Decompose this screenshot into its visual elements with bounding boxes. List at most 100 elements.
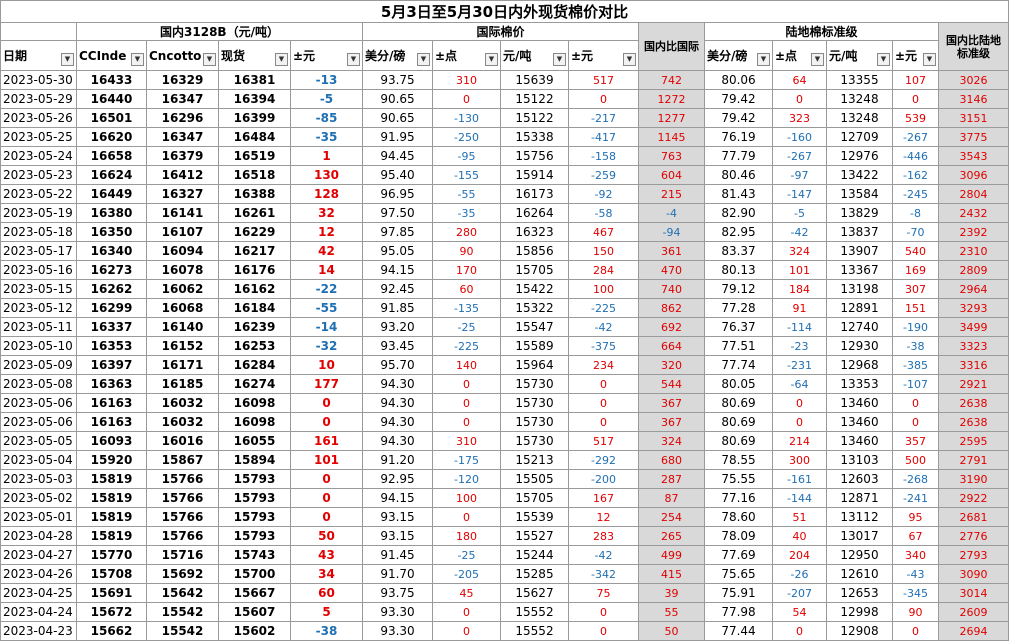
table-cell: 0	[432, 507, 501, 527]
table-cell: 13367	[826, 260, 893, 280]
table-cell: 16098	[218, 412, 291, 432]
table-cell: 2023-05-03	[0, 469, 77, 489]
table-cell: 13112	[826, 507, 893, 527]
table-cell: 15642	[146, 583, 219, 603]
table-cell: 13460	[826, 431, 893, 451]
table-cell: -64	[772, 374, 827, 394]
filter-button[interactable]: ▼	[553, 53, 566, 66]
group-header: 国内3128B（元/吨）	[76, 22, 363, 41]
table-row: 2023-05-04 15920 15867 15894 101 91.20 -175 152…	[0, 450, 1009, 470]
filter-button[interactable]: ▼	[61, 53, 74, 66]
table-cell: 0	[892, 621, 939, 641]
table-cell: 184	[772, 279, 827, 299]
table-cell: 77.79	[704, 146, 773, 166]
column-header: ±点 ▼	[772, 40, 827, 71]
table-cell: 161	[290, 431, 363, 451]
table-cell: 3543	[938, 146, 1009, 166]
column-header: 现货 ▼	[218, 40, 291, 71]
table-cell: -259	[568, 165, 639, 185]
table-cell: 2023-05-09	[0, 355, 77, 375]
column-label: 元/吨	[503, 49, 532, 63]
table-cell: 93.15	[362, 526, 433, 546]
filter-button[interactable]: ▼	[131, 53, 144, 66]
table-cell: -23	[772, 336, 827, 356]
table-cell: 2776	[938, 526, 1009, 546]
table-row: 2023-05-15 16262 16062 16162 -22 92.45 60 15422…	[0, 279, 1009, 299]
table-cell: 16340	[76, 241, 147, 261]
filter-button[interactable]: ▼	[757, 53, 770, 66]
table-cell: -250	[432, 127, 501, 147]
table-cell: 12998	[826, 602, 893, 622]
table-cell: 13017	[826, 526, 893, 546]
blank	[0, 22, 77, 41]
table-cell: 92.95	[362, 469, 433, 489]
table-cell: 470	[638, 260, 705, 280]
table-cell: 15705	[500, 260, 569, 280]
table-cell: -385	[892, 355, 939, 375]
table-cell: 77.98	[704, 602, 773, 622]
table-cell: 16484	[218, 127, 291, 147]
table-cell: -94	[638, 222, 705, 242]
filter-button[interactable]: ▼	[417, 53, 430, 66]
table-cell: 13422	[826, 165, 893, 185]
filter-button[interactable]: ▼	[877, 53, 890, 66]
table-cell: 34	[290, 564, 363, 584]
table-cell: 15793	[218, 488, 291, 508]
table-cell: 16337	[76, 317, 147, 337]
table-cell: 234	[568, 355, 639, 375]
table-cell: 280	[432, 222, 501, 242]
table-cell: 97.85	[362, 222, 433, 242]
table-cell: 80.06	[704, 70, 773, 90]
table-cell: 16412	[146, 165, 219, 185]
filter-button[interactable]: ▼	[623, 53, 636, 66]
table-cell: 13907	[826, 241, 893, 261]
table-cell: -43	[892, 564, 939, 584]
table-cell: 90.65	[362, 108, 433, 128]
filter-button[interactable]: ▼	[203, 53, 216, 66]
table-cell: -14	[290, 317, 363, 337]
table-cell: 16440	[76, 89, 147, 109]
column-label: 现货	[221, 49, 246, 63]
table-cell: 0	[290, 469, 363, 489]
table-cell: 78.09	[704, 526, 773, 546]
table-cell: 15692	[146, 564, 219, 584]
table-cell: 500	[892, 450, 939, 470]
table-cell: -200	[568, 469, 639, 489]
table-cell: 93.75	[362, 583, 433, 603]
filter-button[interactable]: ▼	[811, 53, 824, 66]
table-cell: 517	[568, 70, 639, 90]
table-cell: 361	[638, 241, 705, 261]
table-cell: 16140	[146, 317, 219, 337]
table-cell: 16068	[146, 298, 219, 318]
table-cell: 2638	[938, 412, 1009, 432]
table-cell: 101	[772, 260, 827, 280]
table-cell: 0	[432, 393, 501, 413]
table-cell: 2023-05-06	[0, 412, 77, 432]
table-cell: 16032	[146, 393, 219, 413]
column-label: 美分/磅	[365, 49, 406, 63]
filter-button[interactable]: ▼	[275, 53, 288, 66]
table-cell: 13829	[826, 203, 893, 223]
table-cell: 2023-05-17	[0, 241, 77, 261]
column-label: ±点	[435, 49, 458, 63]
table-cell: 539	[892, 108, 939, 128]
table-cell: 13198	[826, 279, 893, 299]
table-cell: 79.42	[704, 108, 773, 128]
table-cell: 12653	[826, 583, 893, 603]
table-cell: -130	[432, 108, 501, 128]
table-cell: 12976	[826, 146, 893, 166]
table-cell: 15547	[500, 317, 569, 337]
table-cell: 16032	[146, 412, 219, 432]
table-cell: 12968	[826, 355, 893, 375]
table-cell: 15730	[500, 393, 569, 413]
table-cell: 12930	[826, 336, 893, 356]
table-cell: 2023-04-27	[0, 545, 77, 565]
table-cell: 96.95	[362, 184, 433, 204]
filter-button[interactable]: ▼	[347, 53, 360, 66]
table-cell: 54	[772, 602, 827, 622]
filter-button[interactable]: ▼	[923, 53, 936, 66]
filter-button[interactable]: ▼	[485, 53, 498, 66]
table-cell: 15730	[500, 412, 569, 432]
table-cell: 80.46	[704, 165, 773, 185]
table-cell: 169	[892, 260, 939, 280]
